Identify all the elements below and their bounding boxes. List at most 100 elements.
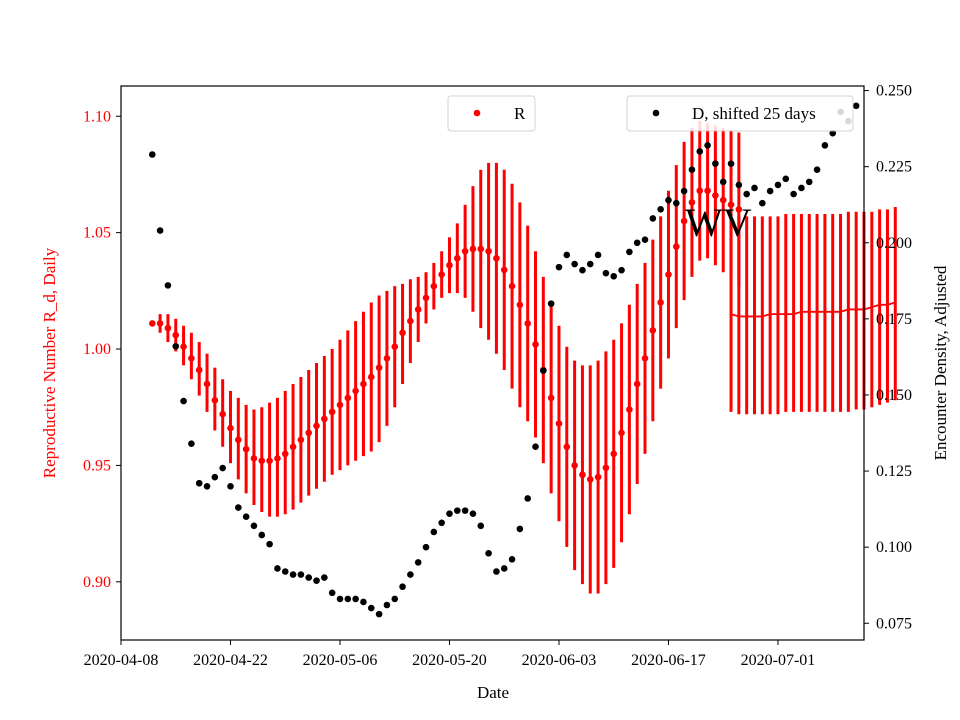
r-point [188,355,195,362]
d-point [547,300,555,307]
d-point [735,181,743,189]
d-point [438,519,445,527]
d-point [305,574,313,581]
r-point [289,443,297,451]
legend-d-marker [652,109,660,117]
r-point [579,471,586,479]
plot-frame [120,85,865,641]
d-point [563,251,571,259]
r-point [688,199,696,206]
d-point [344,595,352,603]
d-point [641,236,649,244]
r-point [219,410,226,418]
r-point [704,187,711,195]
d-point [461,507,469,514]
r-point [485,247,492,255]
r-point [446,261,453,269]
d-point [665,196,672,204]
d-point [751,184,758,192]
r-point [422,294,430,302]
r-point [626,406,633,413]
r-point [321,415,328,423]
r-point [500,266,508,274]
y-left-tick-label: 1.10 [83,108,111,125]
r-point [594,473,602,481]
d-point [188,440,195,447]
d-point [766,187,774,195]
d-point [790,190,797,198]
d-point [328,589,336,597]
r-point [328,408,336,416]
d-point [555,263,563,271]
y-right-tick-label: 0.250 [876,83,912,100]
r-point [367,373,375,381]
r-point [547,394,555,402]
d-point [148,151,156,158]
d-point [626,248,633,256]
y-right-tick-label: 0.075 [876,615,912,632]
d-point [813,166,821,174]
r-point [281,450,289,458]
d-point [704,142,711,149]
d-point [727,160,735,167]
d-point [422,543,430,551]
d-point [508,556,516,563]
x-tick-label: 2020-04-22 [193,652,268,669]
d-point [696,148,704,155]
r-point [618,429,625,437]
y-right-tick-label: 0.200 [876,235,912,252]
d-point [446,510,453,517]
d-point [195,479,203,487]
d-point [352,595,359,603]
d-point [657,205,664,213]
d-point [602,269,610,277]
r-point [164,324,172,332]
r-point [680,217,688,225]
r-point [360,380,367,388]
y-right-tick-label: 0.175 [876,311,912,328]
r-point [375,364,383,371]
d-point [172,342,180,350]
d-point [399,583,406,591]
x-tick-label: 2020-07-01 [741,652,816,669]
r-point [148,320,156,327]
d-point [477,522,485,530]
r-point [563,443,571,451]
d-point [672,199,680,207]
d-point [407,571,414,578]
d-point [391,595,399,603]
y-right-tick-label: 0.150 [876,387,912,404]
d-point [759,199,766,207]
axes: 2020-04-08 2020-04-22 2020-05-06 2020-05-20… [83,83,912,669]
r-point [297,436,305,444]
projection-line [730,301,896,318]
legend-r: R [447,95,536,132]
x-tick-label: 2020-05-20 [412,652,487,669]
r-point [399,329,406,337]
d-point [336,595,344,603]
d-point [274,565,281,572]
d-point [805,178,813,186]
r-point [313,422,320,430]
r-point [203,380,211,388]
r-point [407,317,414,325]
r-point [461,247,469,255]
d-point [367,604,375,612]
d-point [493,568,500,575]
d-point [250,522,258,530]
d-point [203,482,211,490]
r-point [274,455,281,462]
d-point [375,610,383,618]
r-point [250,455,258,462]
x-tick-label: 2020-06-17 [631,652,706,669]
d-point [485,549,492,557]
d-point [712,160,719,167]
r-point [493,254,500,262]
legend-d-box [626,95,854,132]
y-right-tick-label: 0.225 [876,159,912,176]
y-left-tick-label: 1.05 [83,225,111,242]
legend-r-box [447,95,536,132]
d-point [680,187,688,195]
d-point [774,181,782,189]
